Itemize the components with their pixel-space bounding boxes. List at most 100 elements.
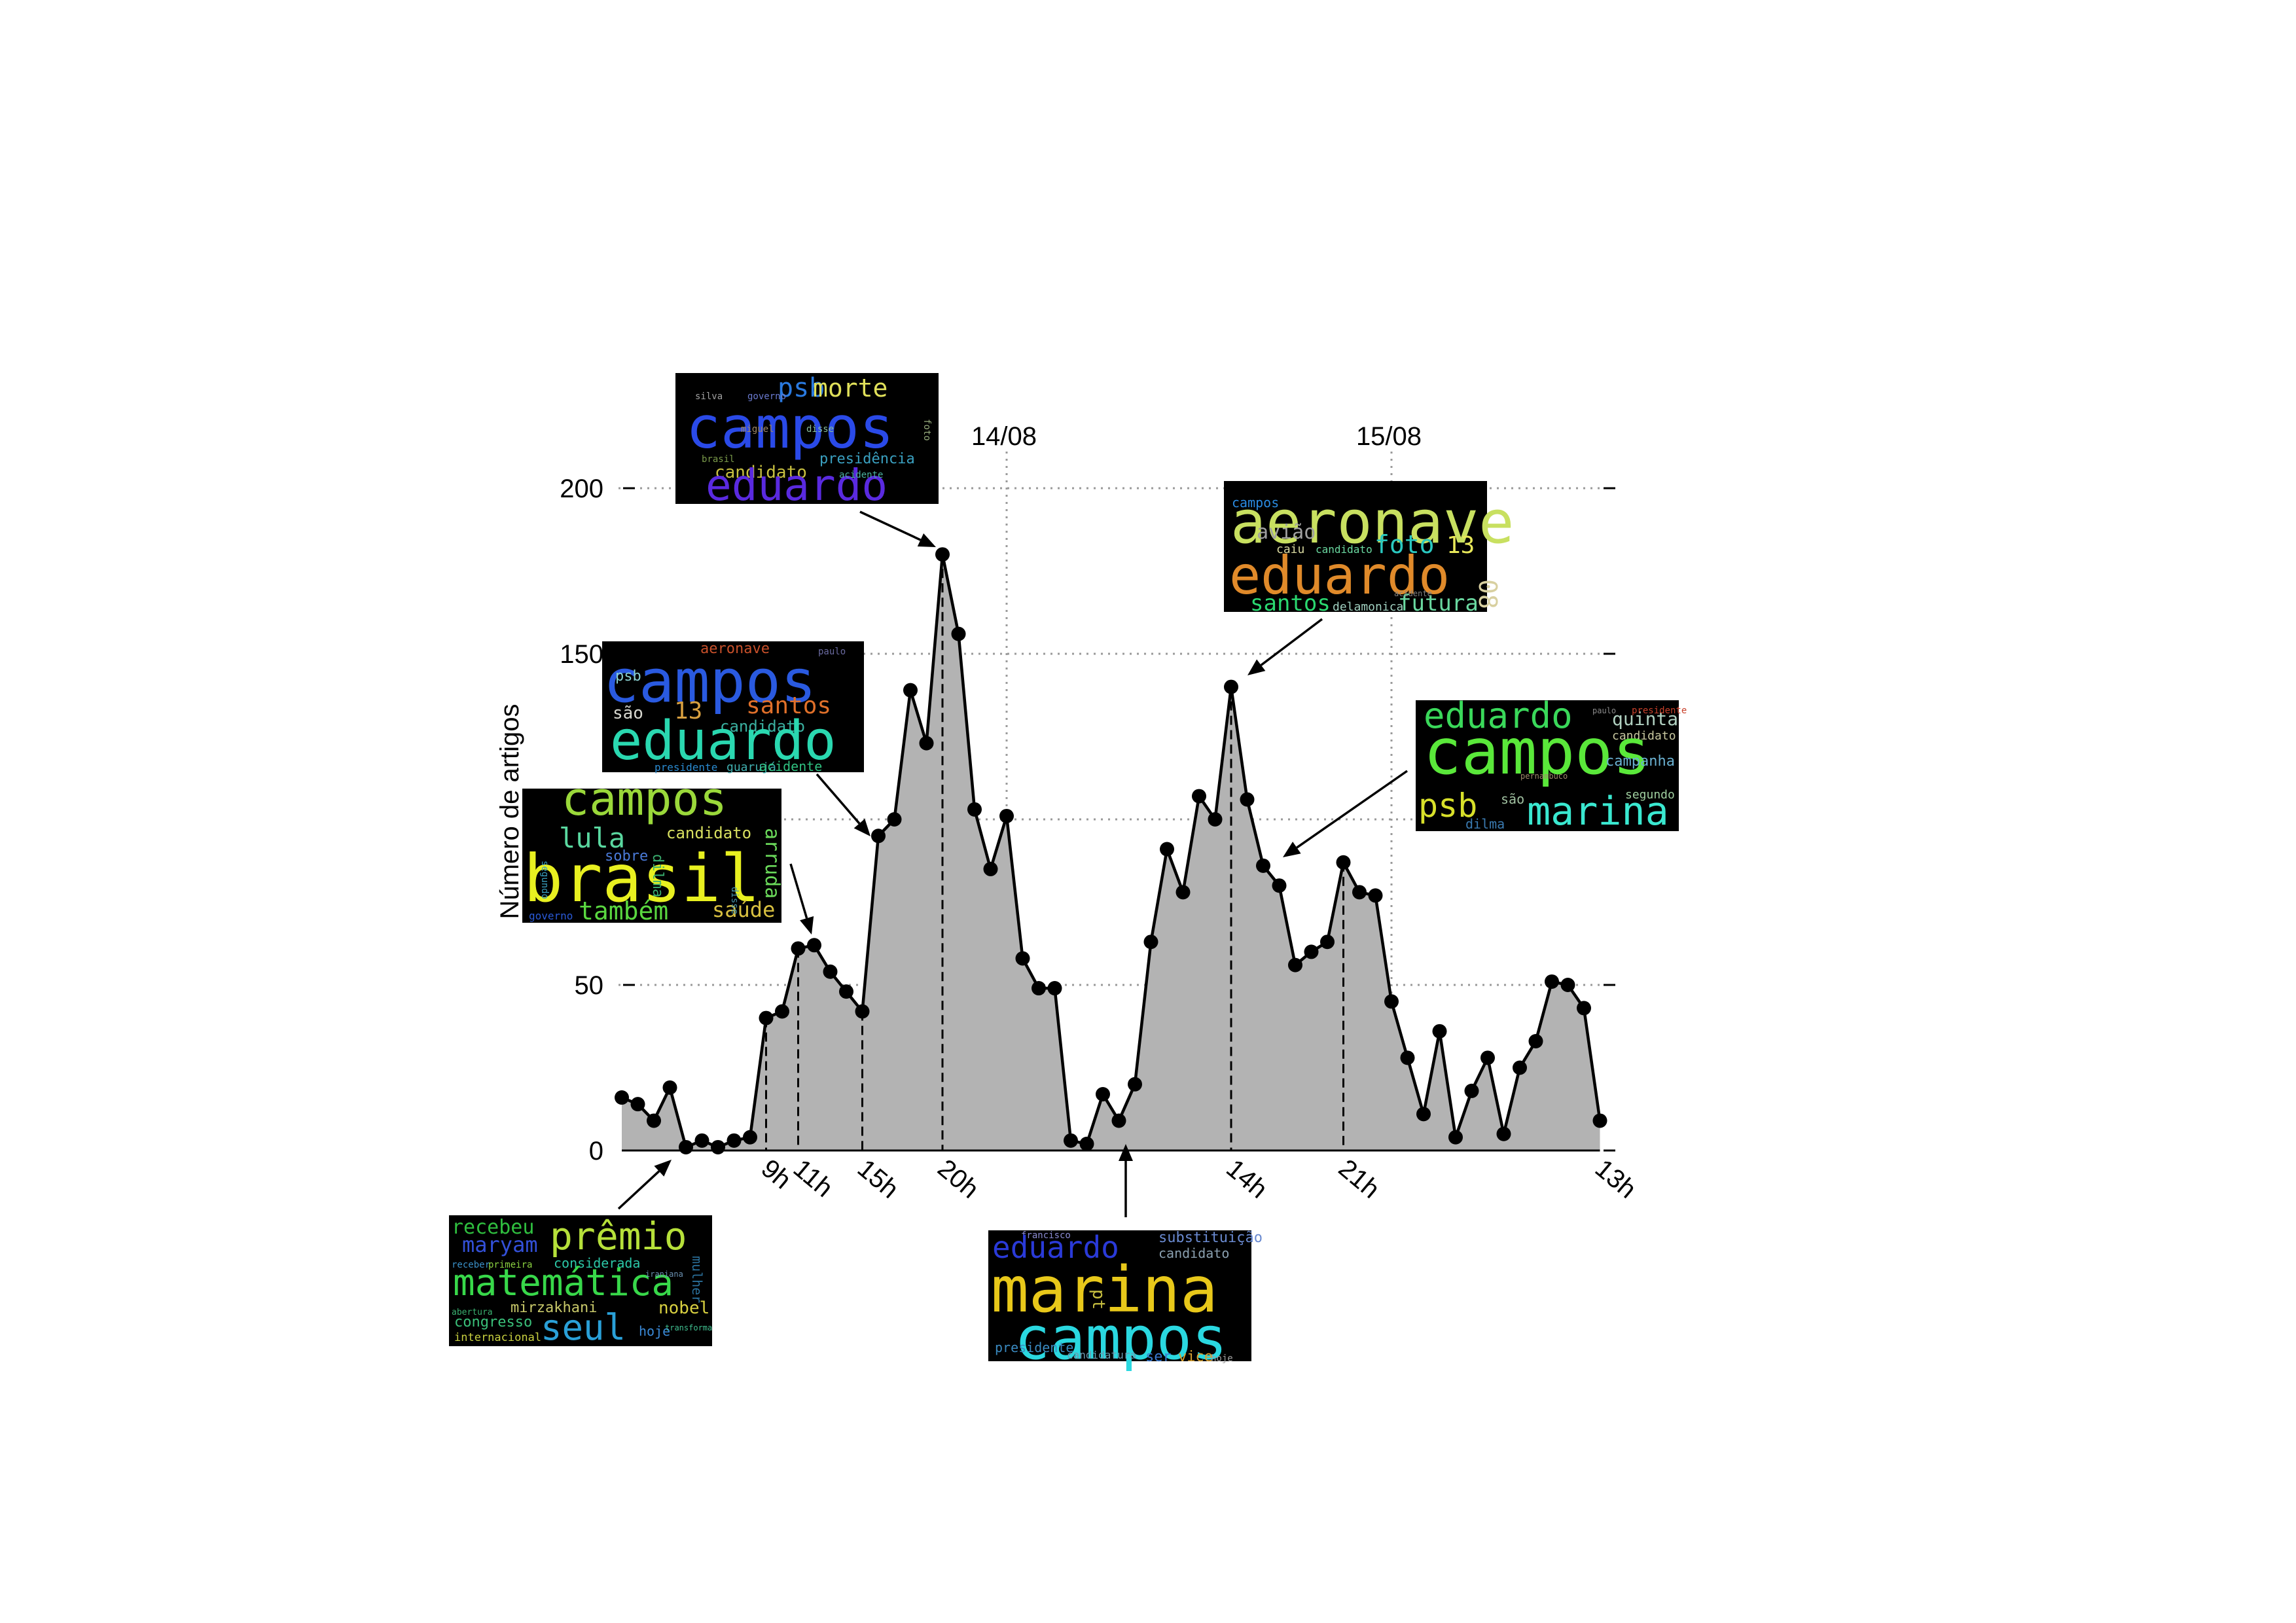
word-cloud-word: campos [686, 394, 894, 461]
word-cloud-background [1224, 481, 1487, 612]
word-cloud-word: substituição [1158, 1230, 1263, 1246]
data-point [983, 861, 998, 876]
word-cloud-word: francisco [1021, 1230, 1071, 1241]
word-cloud-word: candidato [1158, 1245, 1229, 1261]
word-cloud-word: transforma [665, 1323, 712, 1332]
data-point [1592, 1113, 1607, 1128]
word-cloud-word: governo [529, 910, 573, 922]
data-point [871, 829, 886, 844]
data-point [1368, 888, 1383, 903]
word-cloud-word: santos [1250, 590, 1331, 616]
data-point [647, 1113, 661, 1128]
data-point [887, 812, 902, 827]
word-cloud-background [449, 1215, 712, 1346]
area-shape [622, 554, 1600, 1150]
data-point [1224, 679, 1238, 694]
word-cloud-word: eduardo [706, 460, 888, 510]
word-cloud-word: nobel [658, 1298, 709, 1318]
word-cloud-word: campos [562, 772, 727, 826]
word-cloud-word: futura [1398, 590, 1479, 616]
word-cloud-word: governo [747, 391, 786, 402]
x-tick-label: 14h [1221, 1154, 1272, 1204]
word-cloud-word: candidato [715, 463, 807, 482]
data-point [1432, 1024, 1447, 1039]
word-cloud-word: dilma [1465, 816, 1505, 832]
word-cloud-word: seul [541, 1307, 626, 1348]
data-point [1496, 1126, 1511, 1141]
word-cloud-word: lula [559, 822, 625, 854]
word-cloud-word: acidente [839, 470, 883, 480]
data-point [1064, 1133, 1078, 1148]
data-point [1272, 878, 1287, 893]
data-point [1577, 1001, 1591, 1016]
word-cloud-background [675, 373, 939, 504]
annotation-arrow-head [800, 916, 814, 935]
data-point [935, 547, 950, 562]
word-cloud-word: morte [813, 374, 888, 402]
word-cloud-word: segundo [539, 861, 550, 899]
data-point [1288, 957, 1302, 972]
x-tick-label: 11h [788, 1154, 838, 1203]
word-cloud-word: santos [746, 692, 831, 719]
word-cloud-word: brasil [524, 840, 760, 917]
word-cloud-word: paulo [1592, 706, 1616, 715]
data-point [1192, 789, 1206, 804]
word-cloud-background [602, 641, 864, 772]
data-point [1400, 1050, 1415, 1065]
data-point [759, 1010, 774, 1026]
word-cloud-word: hoje [639, 1323, 670, 1339]
annotation-arrow-head [853, 819, 870, 836]
word-cloud-word: guarujá [726, 760, 776, 774]
word-cloud-word: são [613, 704, 643, 723]
data-point [1560, 978, 1575, 992]
data-point [839, 984, 853, 999]
data-point [1304, 944, 1319, 959]
word-cloud-word: considerada [554, 1255, 640, 1271]
data-point [1143, 935, 1158, 950]
word-cloud-word: mulher [689, 1256, 705, 1303]
annotation-arrow-head [1247, 659, 1266, 675]
word-cloud-word: congresso [454, 1314, 532, 1330]
word-cloud-word: candidato [720, 717, 805, 736]
data-point [679, 1139, 693, 1154]
annotation-arrow-line [859, 510, 922, 541]
word-cloud-word: receber [452, 1260, 490, 1270]
area-fill [622, 554, 1600, 1150]
data-point [726, 1133, 742, 1148]
annotation-arrow-head [1119, 1144, 1133, 1161]
data-point [1175, 885, 1191, 900]
word-cloud-word: candidato [1316, 543, 1372, 556]
word-cloud-word: delamonica [1333, 600, 1403, 614]
y-axis: 0 50 150 200 [560, 474, 1615, 1166]
y-tick-label: 0 [589, 1137, 603, 1166]
data-point [1208, 812, 1223, 827]
word-cloud-word: eduardo [1229, 545, 1450, 606]
word-cloud-word: presidente [655, 761, 717, 774]
word-cloud-word: segundo [1625, 788, 1675, 802]
word-cloud-word: disse [806, 424, 834, 435]
data-point [919, 736, 934, 751]
word-cloud-word: brasil [702, 454, 735, 465]
data-point [694, 1133, 709, 1148]
word-cloud-word: psb [615, 668, 641, 685]
data-point [1128, 1077, 1142, 1092]
word-cloud-word: campos [1014, 1304, 1227, 1373]
data-point [1079, 1136, 1094, 1151]
y-tick-label: 150 [560, 640, 603, 669]
data-point [711, 1139, 725, 1154]
x-tick-label: 15h [852, 1154, 904, 1204]
y-tick-label: 50 [575, 971, 604, 1000]
word-cloud-word: eduardo [992, 1230, 1119, 1265]
data-point [1545, 974, 1559, 989]
series-line [621, 552, 1602, 1149]
data-point [775, 1004, 789, 1019]
annotation-arrow-head [1283, 842, 1301, 857]
word-cloud-word: foto [1374, 530, 1435, 559]
data-point [1015, 951, 1030, 966]
word-cloud-word: eduardo [610, 710, 836, 772]
